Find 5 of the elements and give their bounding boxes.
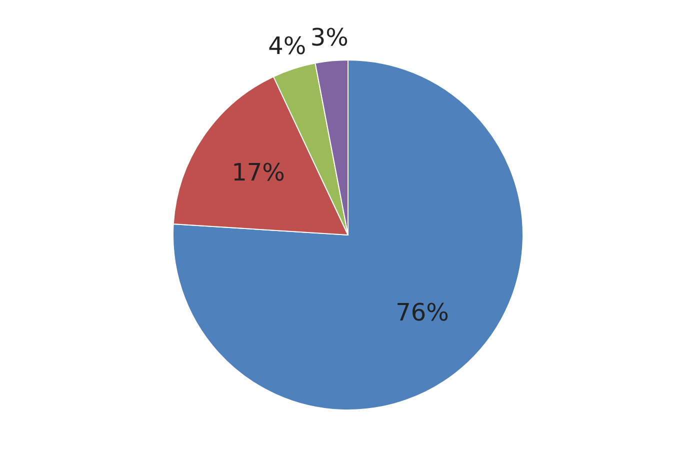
data-label: 76% <box>396 298 449 327</box>
data-label: 17% <box>232 158 285 187</box>
data-label: 4% <box>268 32 306 60</box>
data-label: 3% <box>310 23 348 52</box>
pie-slice <box>172 60 524 410</box>
